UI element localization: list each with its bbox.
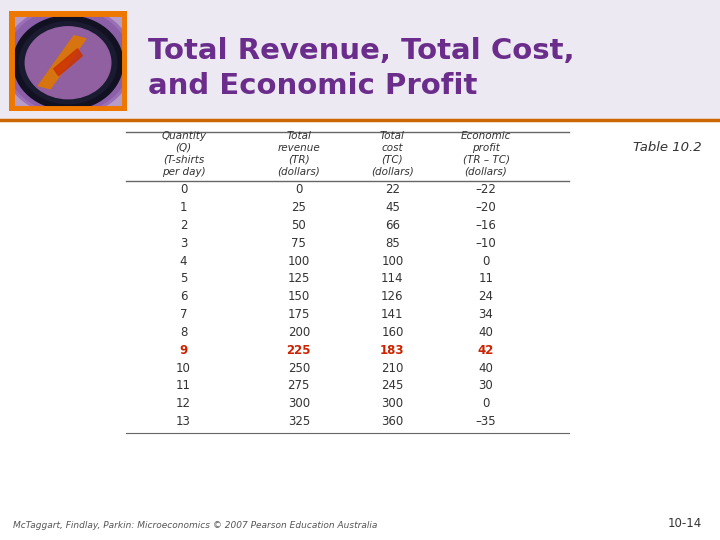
Text: –16: –16 bbox=[476, 219, 496, 232]
Text: 1: 1 bbox=[180, 201, 187, 214]
Polygon shape bbox=[54, 49, 82, 76]
Text: 183: 183 bbox=[380, 343, 405, 357]
Text: 100: 100 bbox=[288, 254, 310, 268]
Text: Total
cost
(TC)
(dollars): Total cost (TC) (dollars) bbox=[371, 131, 414, 177]
Text: 0: 0 bbox=[482, 397, 490, 410]
Text: 11: 11 bbox=[479, 272, 493, 286]
Text: 50: 50 bbox=[292, 219, 306, 232]
Text: 2: 2 bbox=[180, 219, 187, 232]
Text: 300: 300 bbox=[382, 397, 403, 410]
Text: 210: 210 bbox=[381, 361, 404, 375]
Text: 300: 300 bbox=[288, 397, 310, 410]
Text: 126: 126 bbox=[381, 290, 404, 303]
Text: 11: 11 bbox=[176, 379, 191, 393]
Text: 175: 175 bbox=[287, 308, 310, 321]
Polygon shape bbox=[38, 36, 86, 89]
Text: –35: –35 bbox=[476, 415, 496, 428]
Text: 24: 24 bbox=[479, 290, 493, 303]
Text: 9: 9 bbox=[179, 343, 188, 357]
Text: 114: 114 bbox=[381, 272, 404, 286]
Text: Quantity
(Q)
(T-shirts
per day): Quantity (Q) (T-shirts per day) bbox=[161, 131, 206, 177]
Text: Total
revenue
(TR)
(dollars): Total revenue (TR) (dollars) bbox=[277, 131, 320, 177]
Text: 4: 4 bbox=[180, 254, 187, 268]
Text: 10-14: 10-14 bbox=[667, 517, 702, 530]
Text: 66: 66 bbox=[385, 219, 400, 232]
Text: 245: 245 bbox=[381, 379, 404, 393]
Text: Total Revenue, Total Cost,: Total Revenue, Total Cost, bbox=[148, 37, 575, 65]
Text: 3: 3 bbox=[180, 237, 187, 250]
Text: 100: 100 bbox=[382, 254, 403, 268]
Text: McTaggart, Findlay, Parkin: Microeconomics © 2007 Pearson Education Australia: McTaggart, Findlay, Parkin: Microeconomi… bbox=[13, 521, 377, 530]
Text: 40: 40 bbox=[479, 361, 493, 375]
Text: Economic
profit
(TR – TC)
(dollars): Economic profit (TR – TC) (dollars) bbox=[461, 131, 511, 177]
FancyBboxPatch shape bbox=[0, 0, 720, 119]
Text: 40: 40 bbox=[479, 326, 493, 339]
Text: 85: 85 bbox=[385, 237, 400, 250]
Text: 10: 10 bbox=[176, 361, 191, 375]
Text: 275: 275 bbox=[287, 379, 310, 393]
Text: 42: 42 bbox=[478, 343, 494, 357]
Text: 141: 141 bbox=[381, 308, 404, 321]
Circle shape bbox=[25, 27, 111, 99]
Text: 6: 6 bbox=[180, 290, 187, 303]
Text: 5: 5 bbox=[180, 272, 187, 286]
Text: 200: 200 bbox=[288, 326, 310, 339]
Text: 225: 225 bbox=[287, 343, 311, 357]
Text: 75: 75 bbox=[292, 237, 306, 250]
Text: 0: 0 bbox=[295, 183, 302, 197]
Circle shape bbox=[3, 6, 133, 116]
Text: and Economic Profit: and Economic Profit bbox=[148, 72, 477, 100]
Text: 125: 125 bbox=[287, 272, 310, 286]
Text: 0: 0 bbox=[482, 254, 490, 268]
Text: 13: 13 bbox=[176, 415, 191, 428]
Text: 250: 250 bbox=[288, 361, 310, 375]
Circle shape bbox=[6, 9, 130, 113]
Text: 12: 12 bbox=[176, 397, 191, 410]
Text: –20: –20 bbox=[476, 201, 496, 214]
Text: 30: 30 bbox=[479, 379, 493, 393]
Polygon shape bbox=[9, 11, 127, 111]
Text: –10: –10 bbox=[476, 237, 496, 250]
Text: 325: 325 bbox=[288, 415, 310, 428]
Text: 45: 45 bbox=[385, 201, 400, 214]
Text: 160: 160 bbox=[381, 326, 404, 339]
Text: 360: 360 bbox=[382, 415, 403, 428]
Text: –22: –22 bbox=[476, 183, 496, 197]
Text: 25: 25 bbox=[292, 201, 306, 214]
Text: 150: 150 bbox=[288, 290, 310, 303]
Text: 8: 8 bbox=[180, 326, 187, 339]
Circle shape bbox=[19, 22, 117, 104]
Text: 34: 34 bbox=[479, 308, 493, 321]
Text: 7: 7 bbox=[180, 308, 187, 321]
Text: 22: 22 bbox=[385, 183, 400, 197]
Text: 0: 0 bbox=[180, 183, 187, 197]
Text: Table 10.2: Table 10.2 bbox=[634, 141, 702, 154]
